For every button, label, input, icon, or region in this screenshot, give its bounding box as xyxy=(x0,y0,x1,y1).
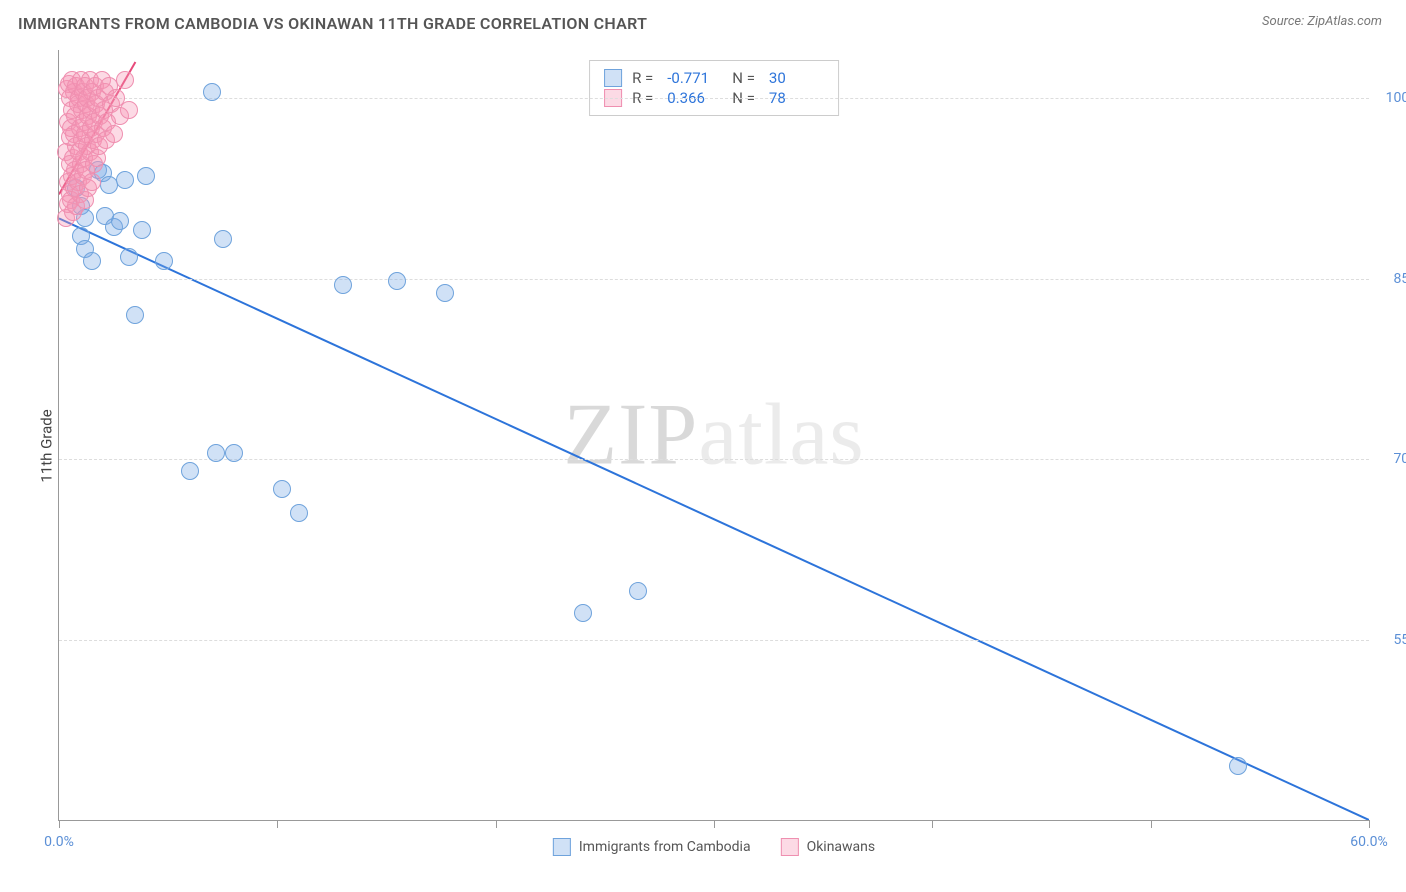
data-point xyxy=(120,248,138,266)
legend-n-label: N = xyxy=(732,69,755,87)
legend-item-label: Okinawans xyxy=(807,839,876,855)
watermark: ZIPatlas xyxy=(563,385,864,486)
x-tick xyxy=(714,820,715,828)
series-legend: Immigrants from Cambodia Okinawans xyxy=(553,838,875,856)
data-point xyxy=(83,173,101,191)
data-point xyxy=(137,167,155,185)
y-tick-label: 70.0% xyxy=(1393,451,1406,467)
watermark-light: atlas xyxy=(698,387,864,484)
data-point xyxy=(290,504,308,522)
source-label: Source: ZipAtlas.com xyxy=(1262,14,1382,29)
x-tick xyxy=(932,820,933,828)
data-point xyxy=(203,83,221,101)
data-point xyxy=(120,101,138,119)
legend-item-label: Immigrants from Cambodia xyxy=(579,839,751,855)
x-tick-label: 60.0% xyxy=(1350,834,1388,850)
data-point xyxy=(133,221,151,239)
trend-lines-layer xyxy=(59,50,1369,820)
y-tick-label: 100.0% xyxy=(1386,90,1406,106)
gridline-horizontal xyxy=(59,459,1369,460)
y-tick-label: 85.0% xyxy=(1393,271,1406,287)
legend-swatch xyxy=(781,838,799,856)
data-point xyxy=(116,171,134,189)
trend-line xyxy=(59,218,1369,820)
data-point xyxy=(83,252,101,270)
gridline-horizontal xyxy=(59,279,1369,280)
correlation-legend: R =-0.771N =30R =0.366N =78 xyxy=(589,60,839,116)
x-tick xyxy=(277,820,278,828)
data-point xyxy=(207,444,225,462)
data-point xyxy=(105,125,123,143)
gridline-horizontal xyxy=(59,640,1369,641)
legend-swatch xyxy=(553,838,571,856)
data-point xyxy=(126,306,144,324)
data-point xyxy=(436,284,454,302)
x-tick xyxy=(496,820,497,828)
legend-item: Immigrants from Cambodia xyxy=(553,838,751,856)
x-tick-label: 0.0% xyxy=(44,834,74,850)
y-tick-label: 55.0% xyxy=(1393,632,1406,648)
data-point xyxy=(334,276,352,294)
data-point xyxy=(225,444,243,462)
x-tick xyxy=(1369,820,1370,828)
data-point xyxy=(1229,757,1247,775)
chart-plot-area: ZIPatlas R =-0.771N =30R =0.366N =78 Imm… xyxy=(58,50,1369,821)
data-point xyxy=(155,252,173,270)
data-point xyxy=(629,582,647,600)
data-point xyxy=(574,604,592,622)
legend-n-value: 30 xyxy=(769,69,824,87)
legend-r-label: R = xyxy=(632,69,653,87)
legend-item: Okinawans xyxy=(781,838,876,856)
data-point xyxy=(181,462,199,480)
legend-row: R = -0.771 N = 30 xyxy=(604,69,824,87)
gridline-horizontal xyxy=(59,98,1369,99)
watermark-bold: ZIP xyxy=(563,387,698,484)
data-point xyxy=(214,230,232,248)
legend-r-value: -0.771 xyxy=(667,69,722,87)
data-point xyxy=(116,71,134,89)
data-point xyxy=(111,212,129,230)
y-axis-label: 11th Grade xyxy=(38,409,56,482)
legend-swatch xyxy=(604,69,622,87)
data-point xyxy=(388,272,406,290)
x-tick xyxy=(1151,820,1152,828)
chart-title: IMMIGRANTS FROM CAMBODIA VS OKINAWAN 11T… xyxy=(18,14,647,33)
x-tick xyxy=(59,820,60,828)
data-point xyxy=(273,480,291,498)
